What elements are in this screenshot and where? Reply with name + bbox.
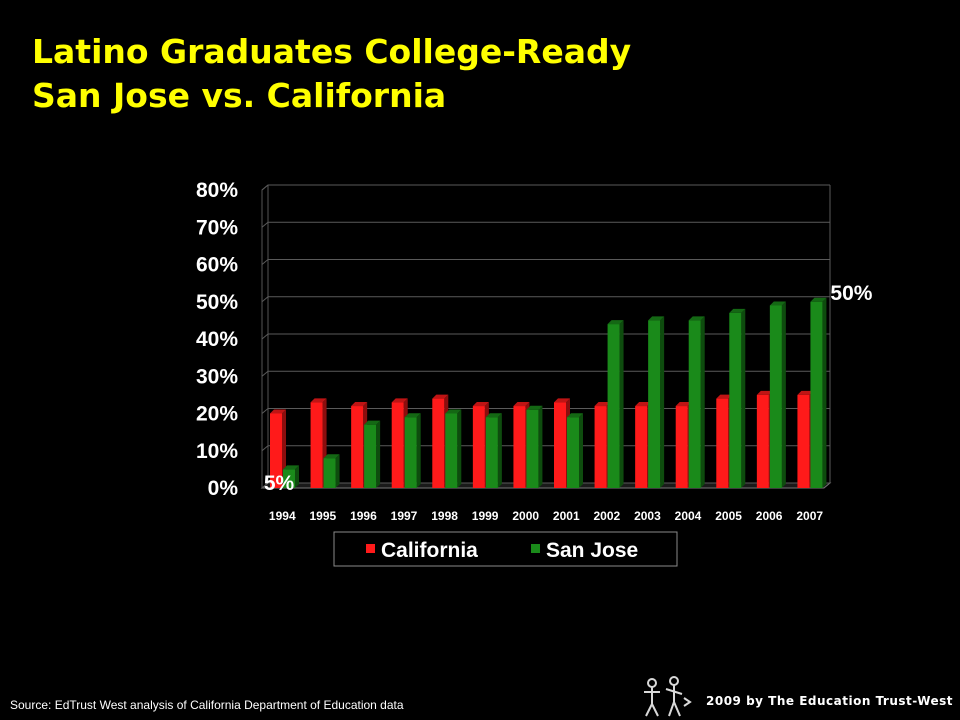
bar-san-jose-2004 (688, 316, 705, 488)
x-tick-label: 1997 (391, 509, 418, 523)
copyright-credit: 2009 by The Education Trust-West (706, 694, 954, 708)
bar-san-jose-1998 (445, 409, 462, 488)
legend-label: California (381, 539, 478, 562)
source-note: Source: EdTrust West analysis of Califor… (10, 698, 404, 712)
gridline (261, 296, 830, 303)
gridline (261, 259, 830, 265)
gridline (261, 333, 830, 340)
y-tick-label: 80% (196, 179, 238, 202)
bar-san-jose-1996 (364, 420, 381, 488)
x-tick-label: 2005 (715, 509, 742, 523)
legend-swatch (531, 544, 540, 553)
bar-san-jose-2002 (607, 320, 624, 488)
legend-box (333, 531, 678, 567)
x-tick-label: 2006 (756, 509, 783, 523)
y-tick-label: 20% (196, 403, 238, 426)
x-tick-label: 1998 (431, 509, 458, 523)
bar-san-jose-2005 (729, 308, 746, 488)
bar-san-jose-2007 (810, 297, 827, 488)
y-tick-label: 60% (196, 254, 238, 277)
x-tick-label: 2004 (675, 509, 702, 523)
x-tick-label: 1994 (269, 509, 296, 523)
bar-san-jose-2006 (769, 301, 786, 488)
title-line-1: Latino Graduates College-Ready (32, 32, 632, 71)
x-tick-label: 2000 (512, 509, 539, 523)
y-tick-label: 70% (196, 216, 238, 239)
gridline (261, 370, 830, 377)
bar-san-jose-1994 (283, 465, 299, 488)
bar-san-jose-1997 (404, 413, 421, 488)
y-tick-label: 40% (196, 328, 238, 351)
gridline (261, 184, 830, 191)
gridline (261, 221, 830, 228)
x-tick-label: 1995 (310, 509, 337, 523)
title-line-2: San Jose vs. California (32, 76, 447, 115)
data-label: 50% (830, 282, 872, 305)
x-tick-label: 2002 (594, 509, 621, 523)
slide-title: Latino Graduates College-Ready San Jose … (32, 30, 631, 118)
y-tick-label: 30% (196, 365, 238, 388)
y-tick-label: 10% (196, 440, 238, 463)
y-tick-label: 0% (208, 477, 239, 500)
bar-chart: 0% 10% 20% 30% 40% 50% 60% 70% 80% 1994 1995 1996 19… (196, 179, 873, 567)
x-tick-label: 2007 (796, 509, 823, 523)
x-tick-label: 1999 (472, 509, 499, 523)
bar-california-1995 (310, 398, 327, 488)
y-tick-label: 50% (196, 291, 238, 314)
legend-label: San Jose (546, 539, 638, 562)
legend-swatch (366, 544, 375, 553)
bar-san-jose-2000 (526, 405, 543, 488)
bar-san-jose-1995 (323, 454, 340, 488)
x-tick-label: 1996 (350, 509, 377, 523)
bar-san-jose-2001 (567, 413, 583, 488)
bar-san-jose-2003 (648, 316, 665, 488)
x-tick-label: 2003 (634, 509, 661, 523)
data-label: 5% (264, 472, 295, 495)
bar-san-jose-1999 (485, 413, 502, 488)
x-tick-label: 2001 (553, 509, 580, 523)
education-trust-west-logo (644, 676, 692, 717)
